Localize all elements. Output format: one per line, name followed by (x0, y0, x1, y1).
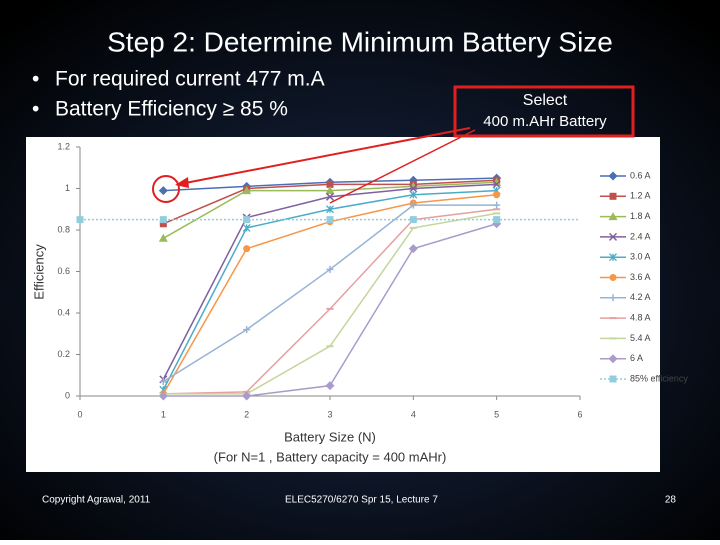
x-tick-label: 1 (161, 409, 166, 419)
callout-text: Select (523, 92, 568, 109)
legend-marker (609, 274, 617, 281)
footer-right: 28 (665, 495, 677, 506)
legend-label: 3.0 A (630, 252, 651, 262)
plot: 0 0.2 0.4 0.6 0.8 1 1.2 0 1 2 3 4 5 6 Battery Size (N)… (31, 141, 688, 464)
legend-marker (609, 294, 617, 302)
y-tick-label: 0.4 (57, 307, 70, 317)
legend-label: 4.8 A (630, 312, 651, 322)
bullet: Battery Efficiency ≥ 85 % (55, 98, 288, 121)
legend-label: 2.4 A (630, 231, 651, 241)
note: (For N=1 , Battery capacity = 400 mAHr) (214, 449, 447, 464)
y-tick-label: 1 (65, 183, 70, 193)
legend-label: 3.6 A (630, 272, 651, 282)
y-tick-label: 1.2 (57, 141, 70, 151)
annotation (152, 85, 635, 204)
marker (242, 391, 252, 401)
x-tick-label: 2 (244, 409, 249, 419)
legend-label: 5.4 A (630, 333, 651, 343)
legend-label: 6 A (630, 353, 643, 363)
marker (243, 216, 251, 224)
footer-center: ELEC5270/6270 Spr 15, Lecture 7 (285, 495, 438, 506)
legend-marker (609, 375, 617, 383)
marker (493, 201, 501, 209)
legend-marker (608, 212, 618, 221)
y-tick-label: 0.2 (57, 349, 70, 359)
x-axis-label: Battery Size (N) (284, 429, 376, 444)
legend-label: 1.2 A (630, 191, 651, 201)
marker (409, 184, 418, 193)
legend-marker (609, 192, 617, 200)
marker (159, 220, 167, 228)
bullet: For required current 477 m.A (55, 68, 325, 91)
marker (158, 233, 168, 242)
bullet-dot: • (32, 68, 39, 91)
callout-box (453, 85, 635, 138)
marker (158, 186, 168, 196)
marker (325, 186, 335, 195)
y-tick-label: 0.6 (57, 266, 70, 276)
x-tick-label: 6 (577, 409, 582, 419)
marker (492, 180, 501, 189)
y-tick-label: 0.8 (57, 224, 70, 234)
chart-area (26, 137, 660, 472)
footer-left: Copyright Agrawal, 2011 (42, 495, 151, 506)
marker (326, 216, 334, 224)
x-tick-label: 4 (411, 409, 416, 419)
legend-label: 0.6 A (630, 170, 651, 180)
marker (493, 216, 501, 224)
legend-label: 4.2 A (630, 292, 651, 302)
x-tick-label: 5 (494, 409, 499, 419)
marker (159, 377, 167, 385)
marker (76, 216, 84, 224)
legend-marker (609, 253, 617, 262)
bullet-dot: • (32, 98, 39, 121)
marker (409, 201, 417, 209)
marker (409, 190, 418, 199)
marker (159, 216, 167, 224)
marker (325, 381, 335, 391)
marker (326, 180, 334, 188)
marker (326, 205, 334, 214)
arrow (179, 127, 471, 185)
marker (242, 186, 252, 195)
callout-text: 400 m.AHr Battery (483, 113, 607, 130)
marker (243, 326, 251, 334)
marker (409, 216, 417, 224)
marker (326, 265, 334, 273)
x-tick-label: 0 (77, 409, 82, 419)
marker (242, 223, 251, 232)
legend-label: 1.8 A (630, 211, 651, 221)
y-axis-label: Efficiency (31, 244, 46, 300)
y-tick-label: 0 (65, 390, 70, 400)
arrow (329, 129, 476, 204)
marker (158, 391, 168, 401)
x-tick-label: 3 (327, 409, 332, 419)
legend-label: 85% efficiency (630, 373, 688, 383)
marker (325, 192, 335, 201)
marker (493, 191, 501, 199)
slide-title: Step 2: Determine Minimum Battery Size (107, 26, 613, 57)
legend-marker (608, 354, 618, 364)
legend-marker (608, 232, 618, 241)
legend-marker (608, 171, 618, 181)
marker (243, 245, 251, 253)
highlight-circle (152, 175, 180, 203)
marker (408, 244, 418, 254)
